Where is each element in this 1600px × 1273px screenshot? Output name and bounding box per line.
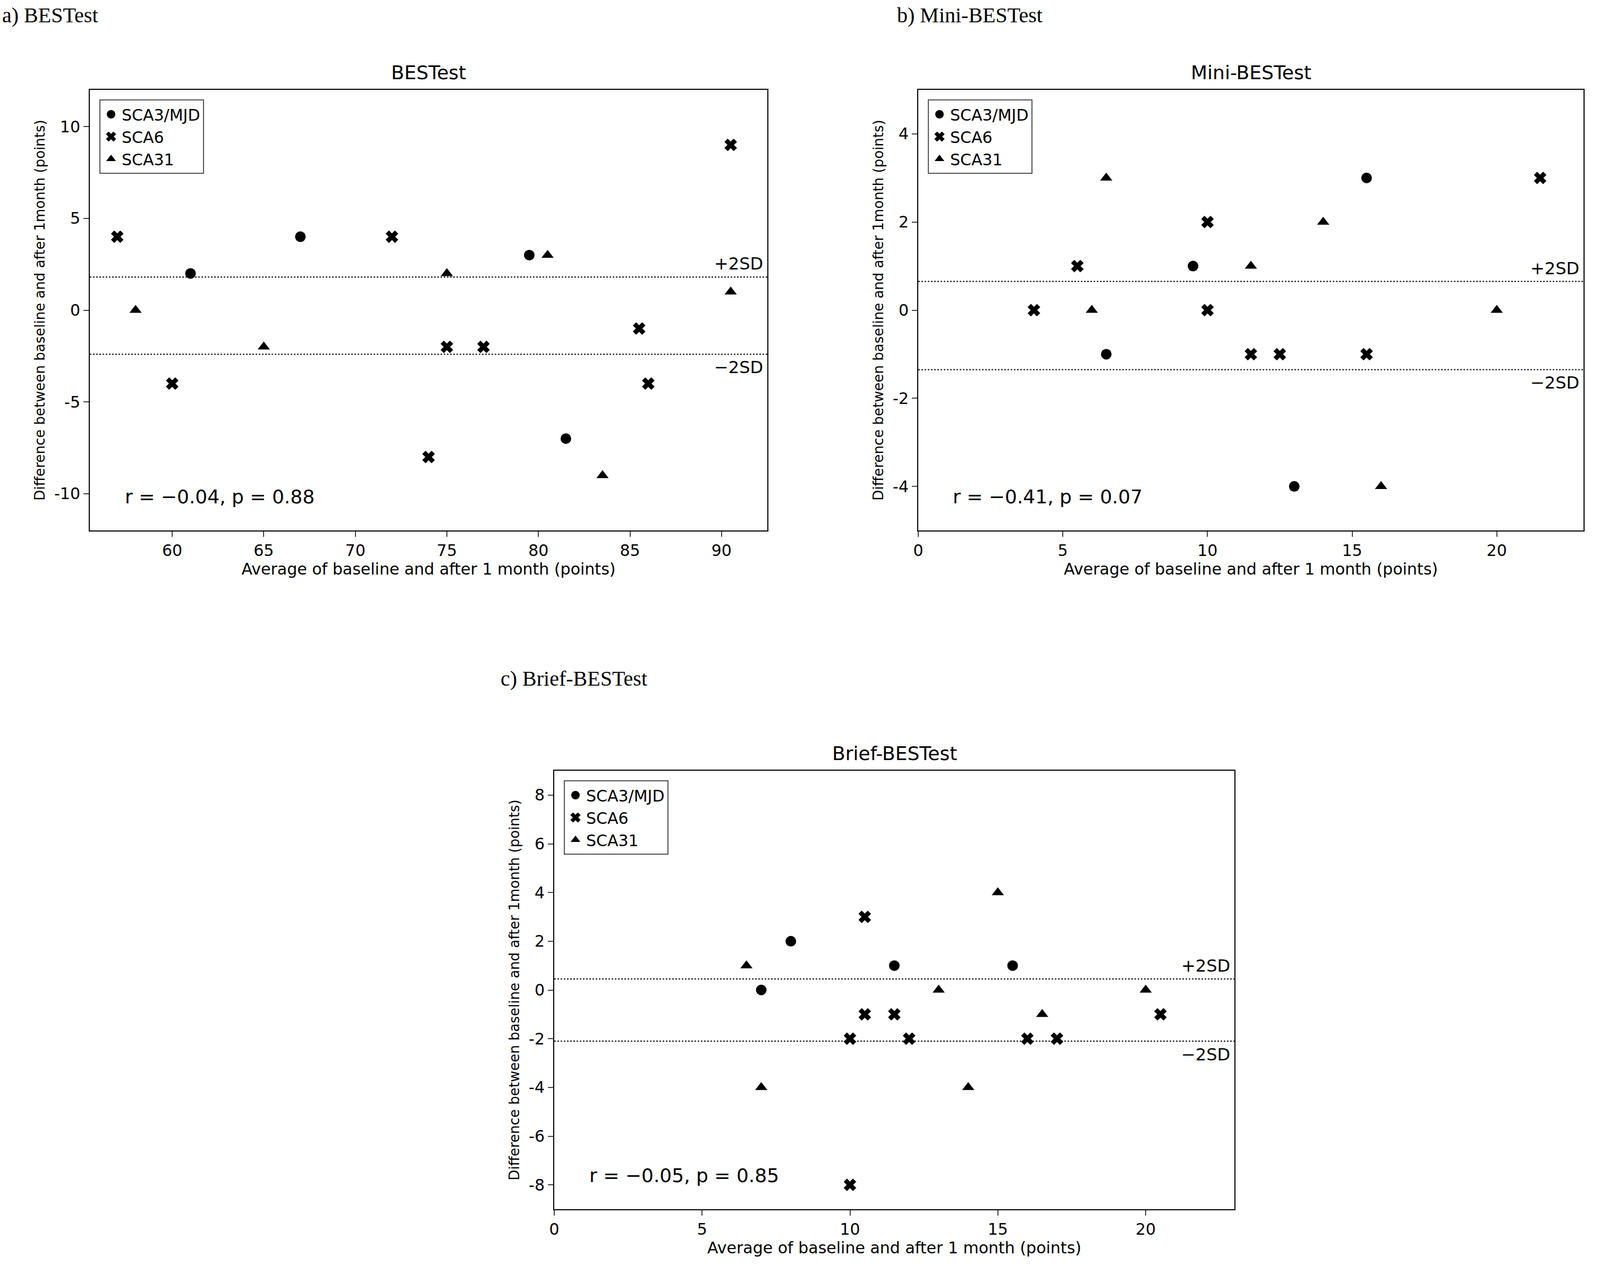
svg-text:-6: -6 (528, 1126, 545, 1146)
svg-text:4: 4 (898, 124, 909, 143)
svg-text:-5: -5 (64, 392, 81, 412)
svg-text:SCA6: SCA6 (586, 808, 629, 828)
svg-text:6: 6 (534, 834, 545, 853)
svg-text:+2SD: +2SD (1181, 955, 1231, 976)
svg-text:5: 5 (697, 1219, 708, 1239)
svg-text:SCA3/MJD: SCA3/MJD (950, 105, 1029, 125)
svg-text:SCA31: SCA31 (950, 150, 1003, 169)
svg-text:0: 0 (534, 980, 545, 1000)
svg-text:SCA3/MJD: SCA3/MJD (121, 105, 201, 125)
svg-text:2: 2 (534, 931, 545, 951)
svg-text:Difference between baseline an: Difference between baseline and after 1m… (506, 799, 523, 1180)
svg-text:65: 65 (253, 540, 274, 560)
svg-text:-2: -2 (892, 388, 909, 408)
svg-text:b) Mini-BESTest: b) Mini-BESTest (896, 3, 1043, 28)
svg-text:80: 80 (528, 540, 549, 560)
svg-text:Brief-BESTest: Brief-BESTest (832, 742, 958, 765)
svg-text:75: 75 (436, 540, 457, 560)
svg-text:Mini-BESTest: Mini-BESTest (1190, 61, 1312, 84)
svg-text:Average of baseline and after: Average of baseline and after 1 month (p… (707, 1238, 1082, 1257)
svg-text:r = −0.05, p = 0.85: r = −0.05, p = 0.85 (589, 1164, 780, 1187)
svg-text:0: 0 (912, 540, 924, 560)
svg-text:8: 8 (534, 785, 545, 804)
svg-text:15: 15 (987, 1219, 1009, 1239)
svg-text:−2SD: −2SD (714, 357, 764, 378)
svg-text:5: 5 (1057, 540, 1069, 560)
svg-text:0: 0 (70, 300, 81, 320)
svg-text:SCA6: SCA6 (950, 128, 993, 147)
svg-text:60: 60 (162, 540, 183, 560)
svg-text:r = −0.41, p = 0.07: r = −0.41, p = 0.07 (952, 485, 1143, 508)
svg-text:−2SD: −2SD (1530, 372, 1580, 393)
svg-text:2: 2 (898, 212, 909, 232)
svg-text:BESTest: BESTest (391, 61, 467, 84)
svg-text:10: 10 (839, 1219, 860, 1239)
svg-text:0: 0 (898, 300, 909, 320)
svg-text:Difference between baseline an: Difference between baseline and after 1m… (31, 119, 48, 501)
svg-text:SCA31: SCA31 (586, 831, 639, 850)
svg-text:10: 10 (60, 117, 81, 137)
svg-text:20: 20 (1135, 1219, 1156, 1239)
svg-text:Average of baseline and after: Average of baseline and after 1 month (p… (1063, 559, 1438, 579)
svg-text:0: 0 (548, 1219, 560, 1239)
svg-text:20: 20 (1486, 540, 1508, 560)
svg-text:-4: -4 (892, 477, 909, 496)
svg-text:70: 70 (345, 540, 366, 560)
svg-text:Average of baseline and after: Average of baseline and after 1 month (p… (241, 559, 616, 579)
svg-text:Difference between baseline an: Difference between baseline and after 1m… (870, 119, 887, 501)
svg-text:−2SD: −2SD (1181, 1044, 1231, 1065)
svg-text:SCA31: SCA31 (121, 150, 175, 169)
svg-text:+2SD: +2SD (714, 253, 764, 274)
svg-text:SCA6: SCA6 (121, 128, 165, 147)
svg-text:-2: -2 (528, 1029, 545, 1048)
svg-text:85: 85 (619, 540, 640, 560)
svg-text:-8: -8 (528, 1175, 545, 1195)
svg-text:4: 4 (534, 883, 545, 902)
svg-text:-4: -4 (528, 1077, 545, 1097)
svg-text:10: 10 (1197, 540, 1218, 560)
svg-text:90: 90 (711, 540, 732, 560)
svg-text:a) BESTest: a) BESTest (2, 3, 99, 28)
svg-text:r = −0.04, p = 0.88: r = −0.04, p = 0.88 (124, 485, 315, 508)
svg-text:c) Brief-BESTest: c) Brief-BESTest (500, 666, 648, 691)
svg-text:15: 15 (1341, 540, 1362, 560)
svg-text:+2SD: +2SD (1530, 258, 1580, 279)
svg-text:SCA3/MJD: SCA3/MJD (586, 786, 665, 806)
svg-text:5: 5 (70, 208, 81, 228)
svg-text:-10: -10 (54, 484, 81, 503)
